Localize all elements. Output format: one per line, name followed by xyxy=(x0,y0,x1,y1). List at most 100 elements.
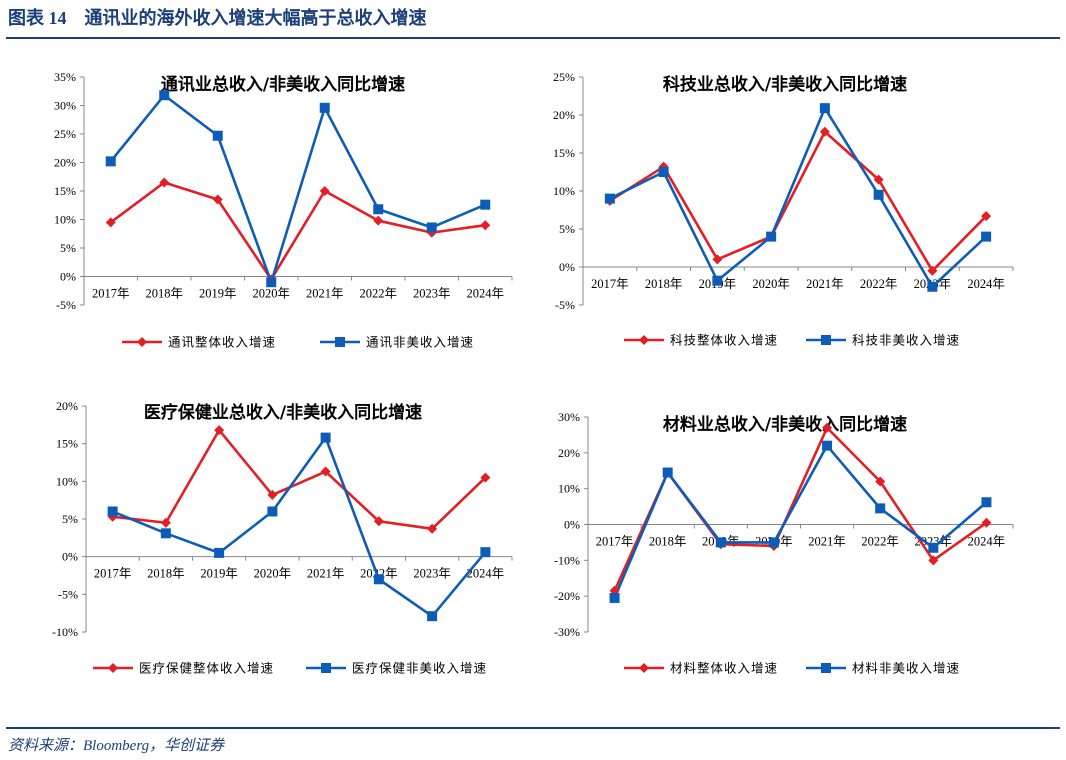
data-point-diamond xyxy=(873,174,884,185)
data-point-square xyxy=(766,231,777,242)
y-tick-label: 0% xyxy=(60,270,76,284)
figure-title: 通讯业的海外收入增速大幅高于总收入增速 xyxy=(84,8,427,28)
y-tick-label: 5% xyxy=(60,241,76,255)
data-point-diamond xyxy=(212,194,223,205)
data-point-square xyxy=(373,574,384,585)
x-tick-label: 2024年 xyxy=(467,567,505,581)
data-point-square xyxy=(427,611,438,622)
y-tick-label: 30% xyxy=(558,410,580,424)
chart-panel-4: 材料业总收入/非美收入同比增速 -30% -20% -10% 0% 10% 20% 30% 20… xyxy=(554,410,1014,676)
data-point-diamond xyxy=(875,476,886,487)
y-tick-label: 35% xyxy=(54,70,76,84)
x-tick-label: 2019年 xyxy=(199,287,237,301)
data-point-square xyxy=(159,90,170,101)
legend-marker xyxy=(335,337,345,347)
data-point-square xyxy=(426,222,437,233)
series-line-1 xyxy=(112,428,487,531)
data-point-diamond xyxy=(373,215,384,226)
data-point-square xyxy=(875,503,886,514)
y-tick-label: 25% xyxy=(54,127,76,141)
y-tick-label: -10% xyxy=(554,553,580,567)
data-point-diamond xyxy=(159,177,170,188)
series-line-2 xyxy=(112,436,487,618)
y-tick-label: 5% xyxy=(62,512,78,526)
legend-label: 科技整体收入增速 xyxy=(670,333,778,348)
x-tick-label: 2021年 xyxy=(307,567,345,581)
legend-label: 科技非美收入增速 xyxy=(852,333,960,348)
y-tick-label: 25% xyxy=(553,70,575,84)
data-point-square xyxy=(662,467,673,478)
data-point-diamond xyxy=(320,466,331,477)
chart-panel-3: 医疗保健业总收入/非美收入同比增速 -10% -5% 0% 5% 10% 15% 20% 201… xyxy=(52,399,513,676)
x-tick-label: 2018年 xyxy=(147,567,185,581)
data-point-square xyxy=(320,432,331,443)
chart-title: 医疗保健业总收入/非美收入同比增速 xyxy=(144,402,422,423)
data-point-square xyxy=(212,130,223,141)
data-point-diamond xyxy=(105,217,116,228)
y-tick-label: 20% xyxy=(54,156,76,170)
legend-marker xyxy=(321,663,331,673)
data-point-square xyxy=(105,156,116,167)
series-line-1 xyxy=(613,426,988,592)
x-tick-label: 2018年 xyxy=(645,277,683,291)
y-tick-label: 15% xyxy=(56,437,78,451)
legend-marker xyxy=(137,337,147,347)
data-point-square xyxy=(214,547,225,558)
y-tick-label: 20% xyxy=(558,446,580,460)
legend-marker xyxy=(108,663,118,673)
data-point-diamond xyxy=(712,254,723,265)
chart-title: 材料业总收入/非美收入同比增速 xyxy=(663,414,907,435)
x-tick-label: 2022年 xyxy=(360,567,398,581)
x-tick-label: 2021年 xyxy=(306,287,344,301)
y-tick-label: -5% xyxy=(58,587,78,601)
series-line-2 xyxy=(109,93,486,284)
data-point-square xyxy=(267,506,278,517)
x-tick-label: 2022年 xyxy=(359,287,397,301)
header-divider xyxy=(6,37,1060,39)
data-point-square xyxy=(715,537,726,548)
x-tick-label: 2020年 xyxy=(254,567,292,581)
legend-marker xyxy=(639,335,649,345)
x-tick-label: 2020年 xyxy=(252,287,290,301)
data-point-square xyxy=(319,102,330,113)
y-tick-label: 10% xyxy=(558,482,580,496)
legend-marker xyxy=(821,663,831,673)
data-point-diamond xyxy=(819,126,830,137)
x-tick-label: 2022年 xyxy=(861,535,899,549)
y-tick-label: 0% xyxy=(62,550,78,564)
y-tick-label: -10% xyxy=(52,625,78,639)
y-tick-label: 30% xyxy=(54,99,76,113)
data-point-diamond xyxy=(267,489,278,500)
source-note: 资料来源：Bloomberg，华创证券 xyxy=(8,738,225,754)
chart-title: 科技业总收入/非美收入同比增速 xyxy=(663,74,907,95)
legend-label: 通讯整体收入增速 xyxy=(168,335,276,350)
data-point-square xyxy=(873,189,884,200)
x-tick-label: 2021年 xyxy=(808,535,846,549)
legend-marker xyxy=(821,335,831,345)
y-tick-label: -5% xyxy=(555,298,575,312)
data-point-diamond xyxy=(822,422,833,433)
x-tick-label: 2017年 xyxy=(92,287,130,301)
x-tick-label: 2017年 xyxy=(591,277,629,291)
x-tick-label: 2018年 xyxy=(145,287,183,301)
data-point-diamond xyxy=(928,555,939,566)
y-tick-label: 0% xyxy=(564,518,580,532)
x-tick-label: 2023年 xyxy=(413,567,451,581)
chart-panel-2: 科技业总收入/非美收入同比增速 -5% 0% 5% 10% 15% 20% 25% 2017年 2… xyxy=(553,70,1014,348)
data-point-square xyxy=(107,506,118,517)
x-tick-label: 2018年 xyxy=(649,535,687,549)
data-point-square xyxy=(822,440,833,451)
footer-divider xyxy=(6,727,1060,729)
legend-label: 材料整体收入增速 xyxy=(670,661,778,676)
y-tick-label: 15% xyxy=(54,184,76,198)
data-point-diamond xyxy=(480,472,491,483)
x-tick-label: 2017年 xyxy=(596,535,634,549)
data-point-square xyxy=(480,547,491,558)
y-tick-label: 5% xyxy=(559,222,575,236)
data-point-square xyxy=(604,193,615,204)
legend-label: 医疗保健非美收入增速 xyxy=(352,661,487,676)
legend-label: 医疗保健整体收入增速 xyxy=(139,661,274,676)
x-tick-label: 2024年 xyxy=(968,535,1006,549)
x-tick-label: 2022年 xyxy=(860,277,898,291)
